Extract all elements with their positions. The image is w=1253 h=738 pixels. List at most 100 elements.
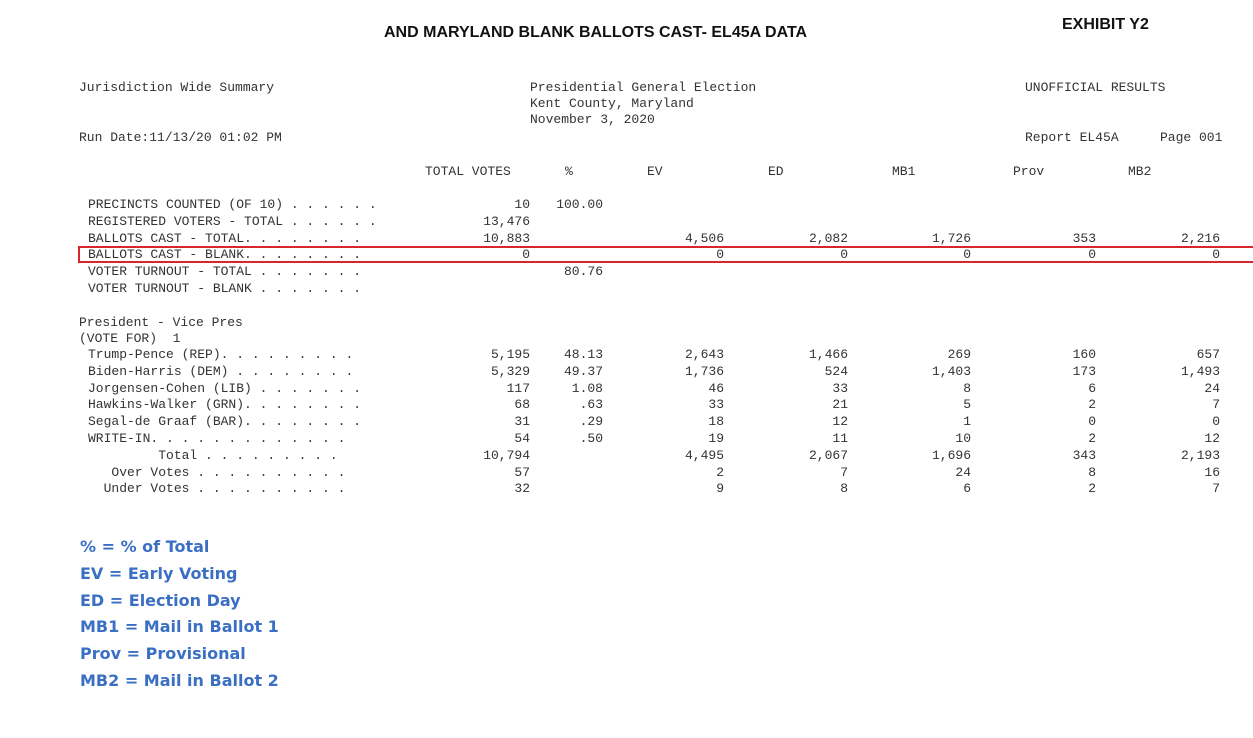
cell: 6 [1088,380,1096,396]
cell: 2 [1088,481,1096,497]
row-label: REGISTERED VOTERS - TOTAL . . . . . . [88,213,377,229]
row-label: PRECINCTS COUNTED (OF 10) . . . . . . [88,197,377,212]
cell: 8 [840,481,848,497]
cell: 2,216 [1180,230,1220,246]
cell: 9 [716,481,724,497]
doc-title: AND MARYLAND BLANK BALLOTS CAST- EL45A D… [384,24,808,41]
cell: 12 [832,414,848,430]
cell: 0 [522,247,530,263]
legend-item: ED = Election Day [80,590,241,610]
cell: 7 [840,464,848,480]
cell: 2,067 [808,447,848,463]
cell: 10,794 [483,447,530,463]
cell: 1,493 [1180,363,1220,379]
legend-item: Prov = Provisional [80,644,246,664]
cell: 54 [514,431,530,446]
cell: 1,736 [684,363,724,379]
cell: 80.76 [563,264,603,280]
column-header: MB2 [1128,164,1152,179]
column-header: Prov [1013,164,1045,179]
cell: 2,643 [684,347,724,362]
cell: 46 [708,380,724,396]
cell: 0 [840,247,848,263]
cell: 16 [1204,464,1220,480]
cell: 0 [1088,247,1096,263]
row-label: Under Votes . . . . . . . . . . [88,481,346,497]
cell: 4,506 [684,230,724,246]
cell: .63 [579,397,603,413]
cell: 11 [832,431,848,446]
cell: 2,082 [808,230,848,246]
report-id: Report EL45A [1025,130,1119,145]
cell: 5,329 [490,363,530,379]
election-name: Presidential General Election [530,80,757,95]
cell: 1,466 [808,347,848,362]
cell: 2,193 [1180,447,1220,463]
cell: 0 [963,247,971,263]
row-label: Jorgensen-Cohen (LIB) . . . . . . . [88,380,362,396]
summary-title: Jurisdiction Wide Summary [79,80,275,95]
cell: 7 [1212,481,1220,497]
cell: 1,696 [931,447,971,463]
cell: 2 [1088,431,1096,446]
cell: 1,726 [931,230,971,246]
cell: 657 [1196,347,1220,362]
cell: 1 [963,414,971,430]
county: Kent County, Maryland [530,96,694,111]
cell: .50 [579,431,603,446]
contest-title: President - Vice Pres [79,315,243,330]
row-label: BALLOTS CAST - BLANK. . . . . . . . [88,247,362,263]
cell: 117 [506,380,530,396]
cell: 8 [963,380,971,396]
legend-item: % = % of Total [80,537,210,556]
status: UNOFFICIAL RESULTS [1025,80,1166,95]
cell: 5,195 [490,347,530,362]
row-label: Hawkins-Walker (GRN). . . . . . . . [88,397,362,413]
cell: 2 [716,464,724,480]
cell: 8 [1088,464,1096,480]
cell: 6 [963,481,971,497]
cell: 33 [832,380,848,396]
cell: 7 [1212,397,1220,413]
vote-for: (VOTE FOR) 1 [79,331,181,346]
cell: 21 [832,397,848,413]
cell: 19 [708,431,724,446]
cell: 48.13 [563,347,603,362]
cell: 524 [824,363,848,379]
column-header: ED [768,164,784,179]
row-label: Trump-Pence (REP). . . . . . . . . [88,347,354,362]
cell: 100.00 [556,197,603,212]
run-date: Run Date:11/13/20 01:02 PM [79,130,282,145]
row-label: Total . . . . . . . . . [88,447,338,463]
legend-item: MB1 = Mail in Ballot 1 [80,617,279,637]
cell: 269 [947,347,971,362]
cell: 1.08 [571,380,603,396]
row-label: VOTER TURNOUT - BLANK . . . . . . . [88,281,362,296]
legend-item: EV = Early Voting [80,563,238,583]
cell: 4,495 [684,447,724,463]
cell: 10,883 [483,230,530,246]
row-label: Segal-de Graaf (BAR). . . . . . . . [88,414,362,430]
legend-item: MB2 = Mail in Ballot 2 [80,671,279,690]
column-header: % [565,164,573,179]
cell: 5 [963,397,971,413]
cell: 0 [716,247,724,263]
cell: 160 [1072,347,1096,362]
row-label: Over Votes . . . . . . . . . . [88,464,346,480]
cell: 12 [1204,431,1220,446]
column-header: TOTAL VOTES [425,164,511,179]
cell: 33 [708,397,724,413]
cell: 0 [1088,414,1096,430]
cell: 173 [1072,363,1096,379]
cell: 32 [514,481,530,497]
row-label: Biden-Harris (DEM) . . . . . . . . [88,363,354,379]
column-header: MB1 [892,164,916,179]
exhibit-label: EXHIBIT Y2 [1062,16,1149,33]
cell: 49.37 [563,363,603,379]
cell: 10 [955,431,971,446]
cell: 1,403 [931,363,971,379]
row-label: BALLOTS CAST - TOTAL. . . . . . . . [88,230,362,246]
cell: .29 [579,414,603,430]
cell: 57 [514,464,530,480]
